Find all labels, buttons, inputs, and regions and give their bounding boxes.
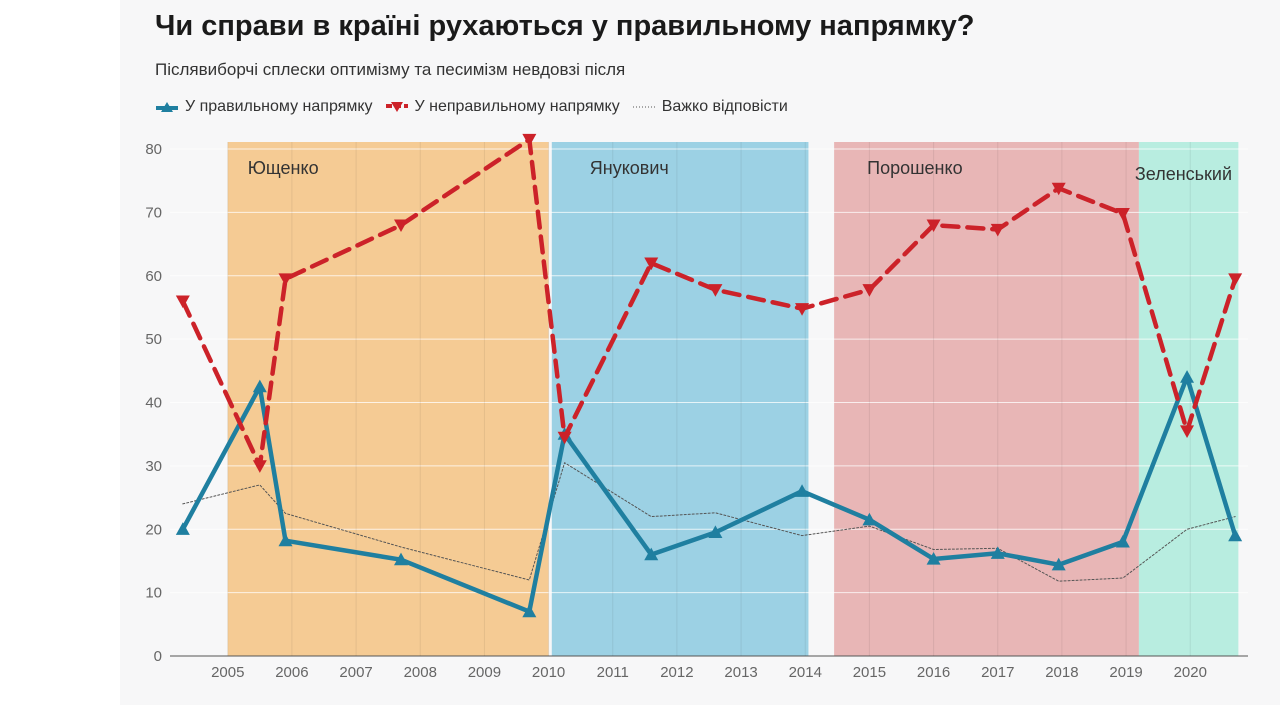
y-tick-label: 0 — [154, 648, 162, 665]
series-0-point — [1115, 534, 1130, 548]
legend-swatch-hard-icon — [632, 106, 655, 108]
x-tick-label: 2006 — [275, 664, 308, 681]
series-line-2 — [182, 462, 1236, 582]
x-tick-label: 2019 — [1109, 664, 1142, 681]
series-1-point — [1228, 273, 1243, 286]
series-1-point — [708, 284, 723, 297]
x-tick-label: 2016 — [917, 664, 950, 681]
y-tick-label: 20 — [145, 521, 162, 538]
era-label: Зеленський — [1135, 164, 1232, 184]
series-0-point — [644, 547, 659, 561]
legend-label-hard: Важко відповісти — [661, 98, 788, 115]
legend-label-wrong: У неправильному напрямку — [414, 98, 620, 115]
series-1-point — [522, 133, 537, 147]
legend-item-right-direction[interactable]: У правильному напрямку — [155, 98, 373, 116]
x-tick-label: 2015 — [853, 664, 886, 681]
series-0-point — [522, 604, 537, 618]
series-0-point — [278, 533, 293, 547]
series-1-point — [990, 223, 1005, 237]
y-tick-label: 30 — [145, 458, 162, 475]
series-0-point — [990, 546, 1005, 559]
series-1-point — [278, 273, 293, 286]
y-tick-label: 80 — [145, 141, 162, 158]
series-0-point — [394, 552, 408, 566]
series-1-point — [644, 257, 659, 271]
x-tick-label: 2012 — [660, 664, 693, 681]
series-0-point — [795, 484, 810, 497]
legend-item-wrong-direction[interactable]: У неправильному напрямку — [385, 98, 620, 116]
era-band-2 — [834, 142, 1139, 656]
y-tick-label: 60 — [145, 268, 162, 285]
series-1-point — [926, 219, 941, 233]
series-0-point — [862, 512, 877, 526]
series-0-point — [252, 379, 267, 393]
x-tick-label: 2013 — [724, 664, 757, 681]
series-0-point — [926, 552, 941, 565]
series-0-point — [1228, 528, 1243, 542]
legend-swatch-right-icon — [156, 102, 178, 112]
series-1-point — [862, 284, 877, 297]
y-tick-label: 50 — [145, 331, 162, 348]
series-1-point — [557, 431, 572, 445]
legend-swatch-wrong-icon — [385, 102, 408, 112]
y-tick-label: 70 — [145, 204, 162, 221]
series-1-point — [1115, 208, 1130, 221]
x-tick-label: 2007 — [339, 664, 372, 681]
series-0-point — [708, 525, 723, 539]
x-tick-label: 2005 — [211, 664, 244, 681]
era-band-0 — [227, 142, 549, 656]
chart-title: Чи справи в країні рухаються у правильно… — [155, 10, 975, 42]
series-1-point — [175, 295, 190, 309]
y-tick-label: 40 — [145, 395, 162, 412]
series-line-1 — [180, 137, 1238, 469]
era-label: Порошенко — [867, 158, 962, 178]
series-1-point — [394, 219, 408, 233]
x-tick-label: 2009 — [468, 664, 501, 681]
series-1-point — [1180, 425, 1195, 439]
series-1-point — [1051, 182, 1066, 196]
era-label: Янукович — [590, 158, 669, 178]
chart-legend: У правильному напрямку У неправильному н… — [155, 98, 800, 116]
x-tick-label: 2008 — [404, 664, 437, 681]
x-tick-label: 2014 — [789, 664, 822, 681]
series-1-point — [252, 460, 267, 473]
x-tick-label: 2020 — [1174, 664, 1207, 681]
series-line-0 — [180, 374, 1238, 614]
x-tick-label: 2011 — [597, 664, 629, 681]
legend-label-right: У правильному напрямку — [185, 98, 373, 115]
x-tick-label: 2017 — [981, 664, 1014, 681]
y-tick-label: 10 — [145, 585, 162, 602]
series-0-point — [1180, 370, 1195, 383]
series-0-point — [175, 522, 190, 535]
series-1-point — [795, 303, 810, 316]
legend-item-hard-to-say[interactable]: Важко відповісти — [632, 98, 788, 116]
chart-subtitle: Післявиборчі сплески оптимізму та песимі… — [155, 60, 626, 79]
era-band-3 — [1138, 142, 1239, 656]
x-tick-label: 2018 — [1045, 664, 1078, 681]
x-tick-label: 2010 — [532, 664, 565, 681]
series-0-point — [1051, 557, 1066, 571]
era-band-1 — [551, 142, 809, 656]
era-label: Ющенко — [248, 158, 319, 178]
